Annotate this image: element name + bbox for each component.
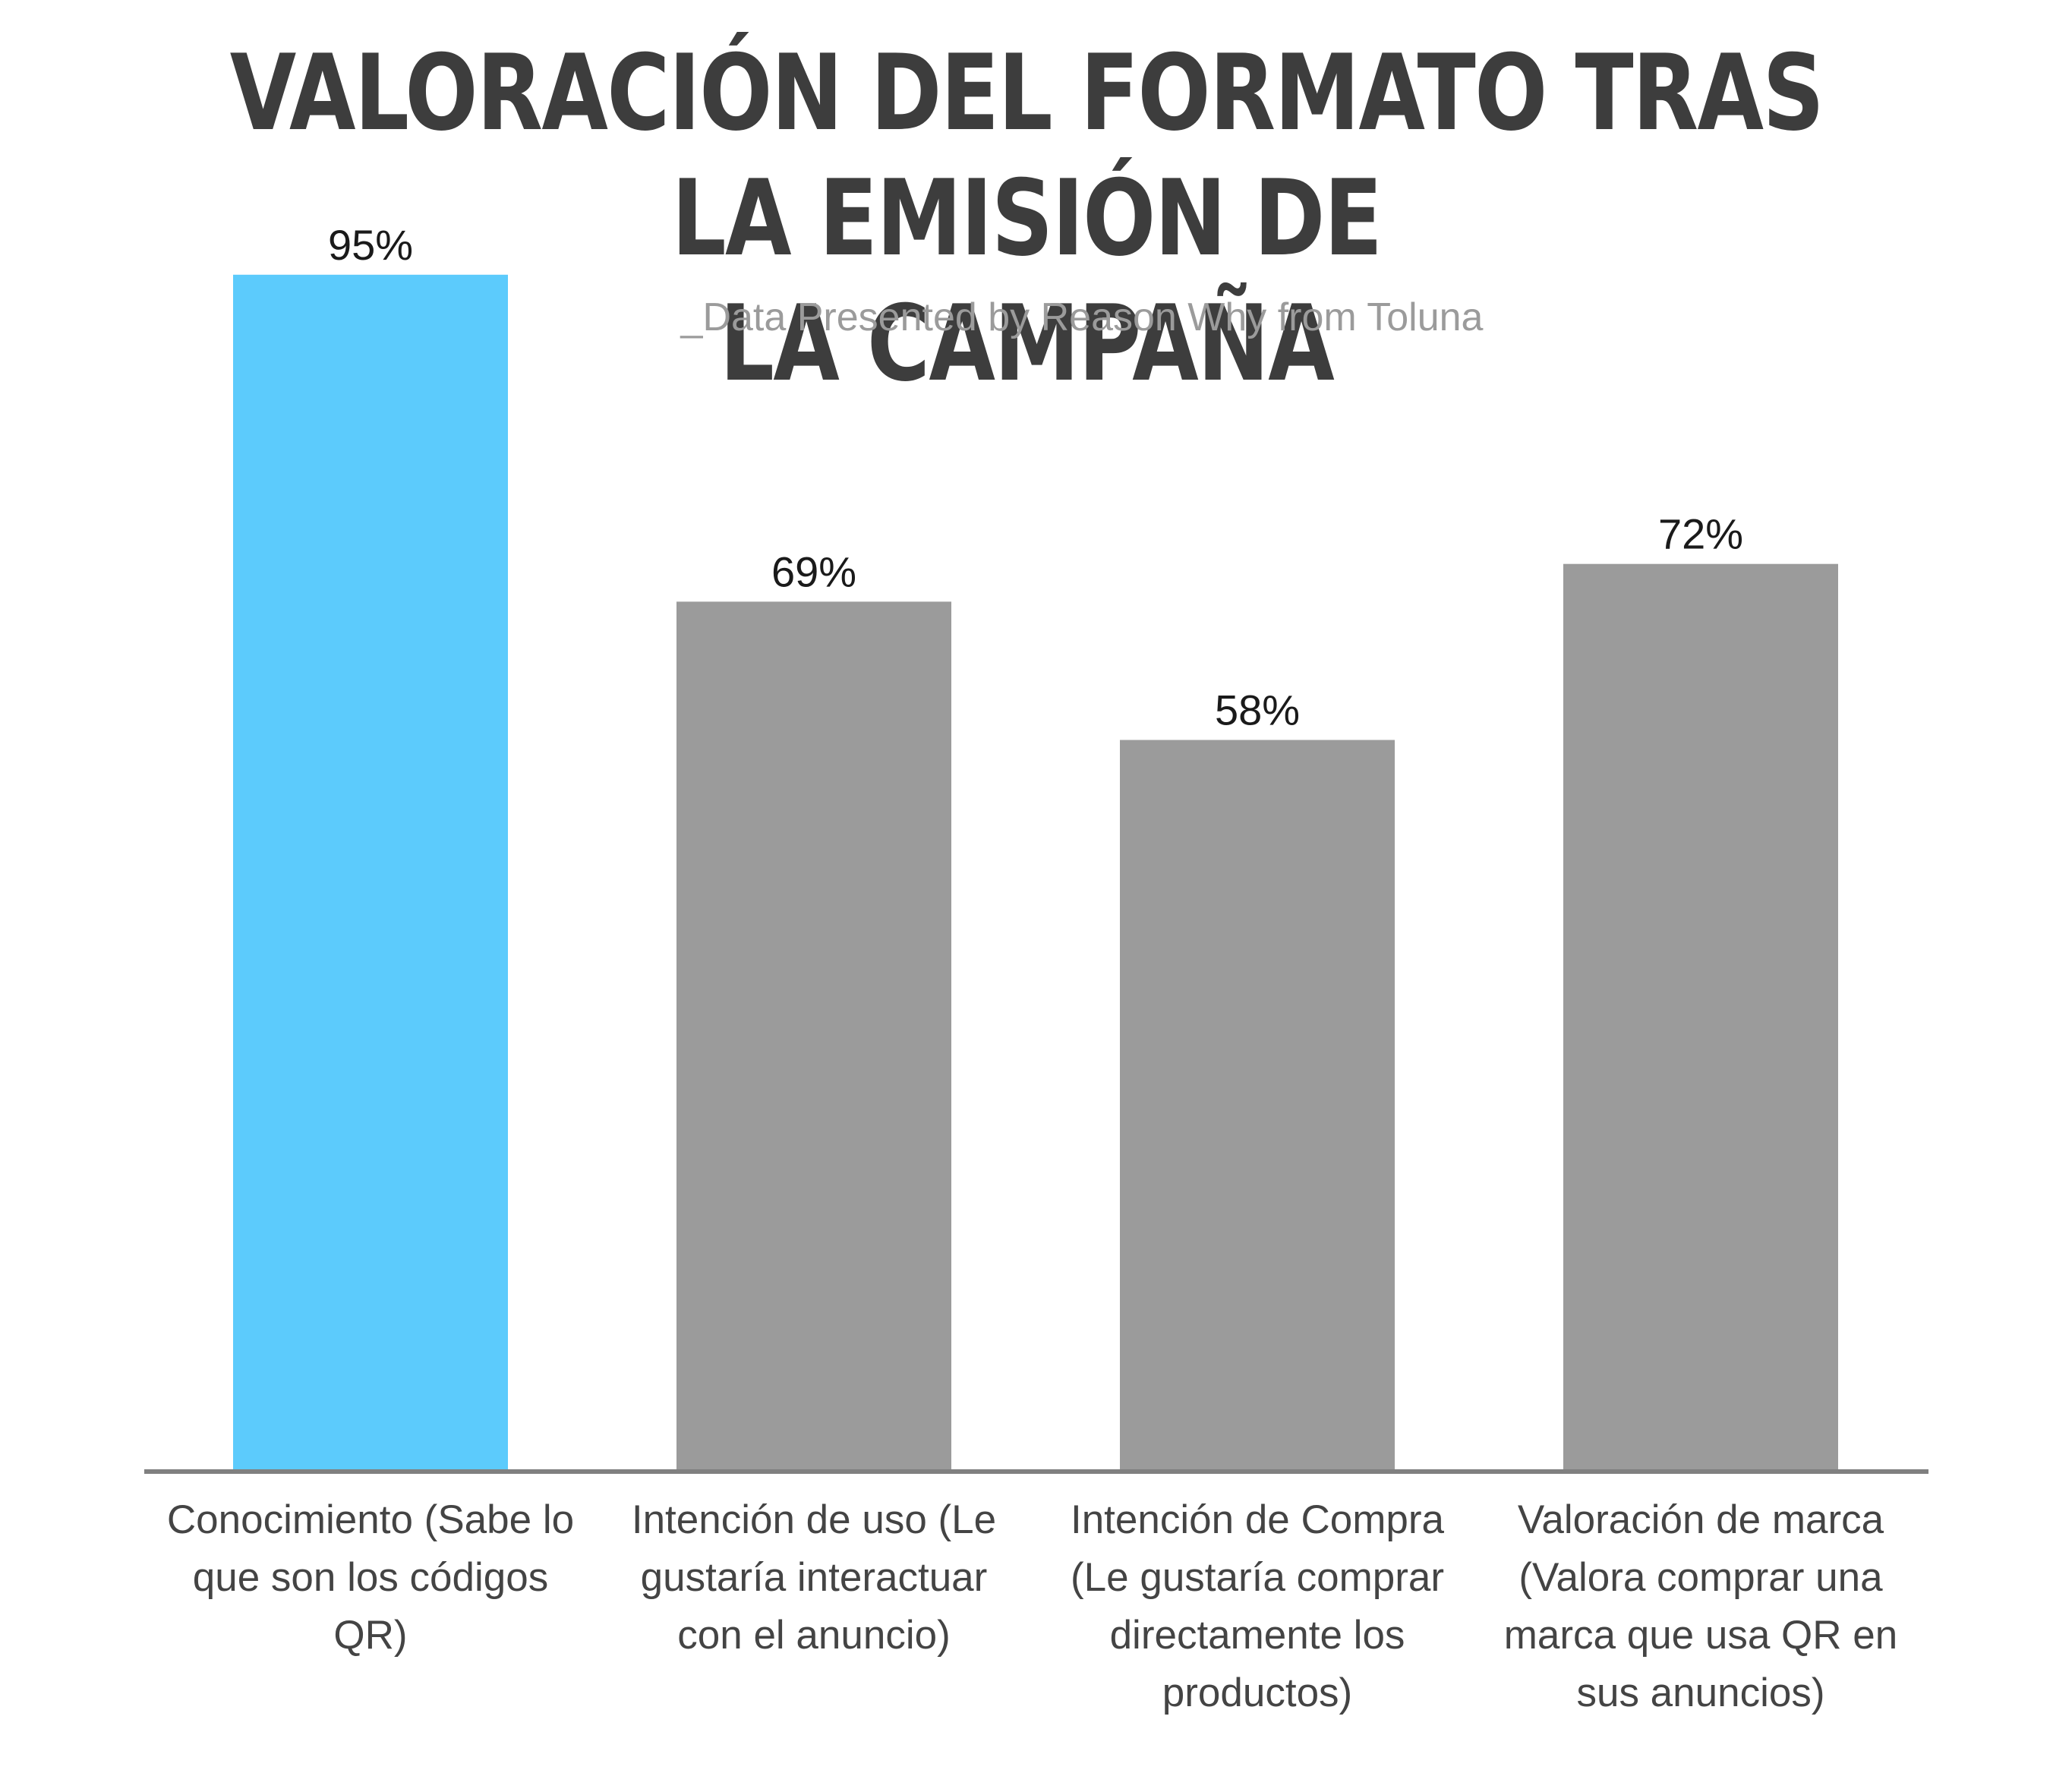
category-label-1-line-2: que son los códigos <box>193 1555 549 1600</box>
category-label-2: Intención de uso (Le gustaría interactuar… <box>632 1497 996 1658</box>
bar-1 <box>233 274 508 1469</box>
category-label-1: Conocimiento (Sabe lo que son los códigos… <box>167 1497 574 1658</box>
category-label-3-line-2: (Le gustaría comprar <box>1071 1555 1444 1600</box>
category-label-2-line-2: gustaría interactuar <box>641 1555 988 1600</box>
category-label-3-line-3: directamente los <box>1110 1613 1405 1658</box>
category-label-4-line-1: Valoración de marca <box>1518 1497 1884 1542</box>
bar-value-label-4: 72% <box>1658 510 1743 558</box>
category-label-4-line-2: (Valora comprar una <box>1518 1555 1883 1600</box>
category-label-3-line-1: Intención de Compra <box>1071 1497 1445 1542</box>
bar-3 <box>1120 740 1395 1469</box>
category-label-2-line-3: con el anuncio) <box>677 1613 950 1658</box>
category-label-4-line-3: marca que usa QR en <box>1504 1613 1897 1658</box>
chart-title-line-2: LA CAMPAÑA <box>719 282 1335 405</box>
category-label-4: Valoración de marca (Valora comprar una ma… <box>1504 1497 1897 1715</box>
category-label-2-line-1: Intención de uso (Le <box>632 1497 996 1542</box>
bar-value-label-3: 58% <box>1215 686 1300 734</box>
category-label-3: Intención de Compra (Le gustaría comprar d… <box>1071 1497 1445 1715</box>
bar-2 <box>676 601 951 1469</box>
category-label-3-line-4: productos) <box>1162 1671 1352 1715</box>
bar-4 <box>1563 563 1838 1470</box>
chart-title: VALORACIÓN DEL FORMATO TRAS LA EMISIÓN D… <box>184 30 1868 406</box>
chart-subtitle: _Data Presented by Reason Why from Tolun… <box>680 295 1484 339</box>
bar-value-label-1: 95% <box>328 221 413 269</box>
category-labels-layer: Conocimiento (Sabe lo que son los códigos… <box>167 1497 1897 1715</box>
category-label-4-line-4: sus anuncios) <box>1576 1671 1824 1715</box>
value-labels-layer: 95% 69% 58% 72% <box>328 221 1743 734</box>
bar-value-label-2: 69% <box>771 547 856 595</box>
category-label-1-line-1: Conocimiento (Sabe lo <box>167 1497 574 1542</box>
bars-layer <box>233 274 1838 1470</box>
category-label-1-line-3: QR) <box>333 1613 407 1658</box>
chart-title-line-1: VALORACIÓN DEL FORMATO TRAS LA EMISIÓN D… <box>229 32 1824 279</box>
